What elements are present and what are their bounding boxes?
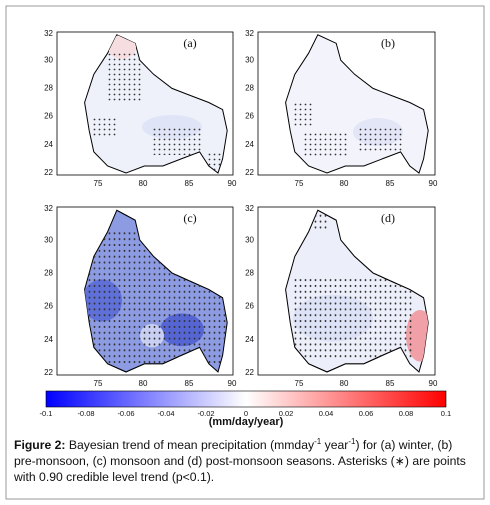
y-tick-label: 26	[245, 302, 254, 311]
colorbar-label: (mm/day/year)	[209, 416, 284, 428]
colorbar-tick-label: 0.06	[359, 409, 374, 418]
colorbar-tick-label: -0.02	[197, 409, 214, 418]
x-tick-label: 90	[228, 179, 237, 188]
x-tick-label: 90	[228, 379, 237, 388]
y-tick-label: 30	[44, 235, 53, 244]
x-tick-label: 80	[340, 379, 349, 388]
frame	[5, 5, 485, 500]
x-tick-label: 75	[94, 179, 103, 188]
y-tick-label: 32	[245, 29, 254, 38]
map-panel	[56, 206, 234, 376]
y-tick-label: 24	[245, 140, 254, 149]
y-tick-label: 30	[44, 55, 53, 64]
x-tick-label: 85	[386, 379, 395, 388]
caption: Figure 2: Bayesian trend of mean precipi…	[14, 434, 476, 485]
y-tick-label: 24	[44, 140, 53, 149]
caption-number: Figure 2:	[14, 438, 66, 453]
x-tick-label: 85	[185, 179, 194, 188]
colorbar-tick-label: 0.1	[441, 409, 451, 418]
y-tick-label: 22	[44, 168, 53, 177]
colorbar-tick-label: 0	[244, 409, 248, 418]
caption-sup: -1	[348, 437, 356, 446]
y-tick-label: 28	[44, 84, 53, 93]
map-panel	[257, 206, 436, 376]
y-tick-label: 26	[245, 112, 254, 121]
panel-label: (d)	[381, 211, 395, 225]
map-panel	[56, 31, 234, 176]
colorbar-tick-label: -0.04	[157, 409, 174, 418]
panel-label: (a)	[183, 36, 196, 50]
x-tick-label: 85	[185, 379, 194, 388]
caption-sup: -1	[314, 437, 322, 446]
y-tick-label: 26	[44, 302, 53, 311]
x-tick-label: 75	[94, 379, 103, 388]
x-tick-label: 90	[429, 379, 438, 388]
y-tick-label: 26	[44, 112, 53, 121]
colorbar-tick-label: 0.02	[279, 409, 294, 418]
caption-text: year	[321, 438, 349, 453]
x-tick-label: 80	[139, 179, 148, 188]
colorbar-tick-label: -0.06	[117, 409, 134, 418]
panel-label: (c)	[183, 211, 196, 225]
colorbar-tick-label: 0.04	[319, 409, 334, 418]
map-panel	[257, 31, 436, 176]
x-tick-label: 80	[340, 179, 349, 188]
colorbar	[45, 390, 447, 408]
y-tick-label: 32	[44, 29, 53, 38]
y-tick-label: 28	[245, 84, 254, 93]
y-tick-label: 22	[245, 368, 254, 377]
y-tick-label: 24	[245, 335, 254, 344]
x-tick-label: 75	[295, 379, 304, 388]
y-tick-label: 30	[245, 55, 254, 64]
x-tick-label: 80	[139, 379, 148, 388]
y-tick-label: 32	[44, 204, 53, 213]
caption-text: Bayesian trend of mean precipitation (mm…	[65, 438, 315, 453]
x-tick-label: 90	[429, 179, 438, 188]
colorbar-tick-label: -0.08	[77, 409, 94, 418]
y-tick-label: 30	[245, 235, 254, 244]
colorbar-tick-label: -0.1	[40, 409, 53, 418]
y-tick-label: 22	[245, 168, 254, 177]
y-tick-label: 22	[44, 368, 53, 377]
x-tick-label: 75	[295, 179, 304, 188]
colorbar-tick-label: 0.08	[399, 409, 414, 418]
y-tick-label: 28	[245, 269, 254, 278]
panel-label: (b)	[381, 36, 395, 50]
y-tick-label: 28	[44, 269, 53, 278]
x-tick-label: 85	[386, 179, 395, 188]
caption-text: ) for (a) winter, (b) pre-monsoon, (c) m…	[14, 438, 466, 485]
y-tick-label: 24	[44, 335, 53, 344]
y-tick-label: 32	[245, 204, 254, 213]
